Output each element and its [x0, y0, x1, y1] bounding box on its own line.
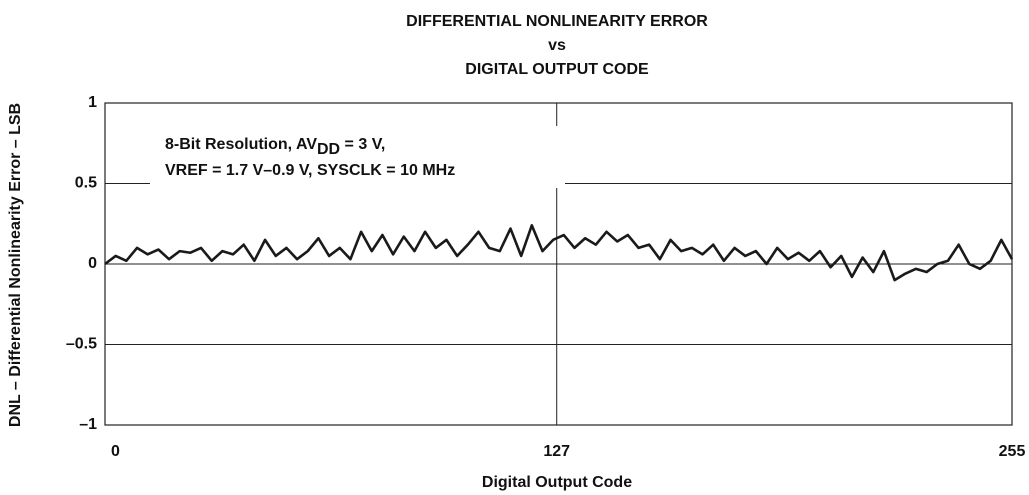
chart-title: DIFFERENTIAL NONLINEARITY ERROR: [406, 13, 708, 30]
y-tick-label: 0.5: [75, 175, 97, 192]
x-tick-label: 127: [543, 443, 570, 460]
y-tick-label: –0.5: [66, 336, 97, 353]
y-tick-label: 0: [88, 255, 97, 272]
y-tick-label: 1: [88, 94, 97, 111]
x-axis-label: Digital Output Code: [482, 474, 632, 491]
y-tick-label: –1: [79, 416, 97, 433]
y-axis-label: DNL – Differential Nonlinearity Error – …: [7, 103, 24, 427]
annotation-box: [150, 126, 565, 188]
x-tick-label: 255: [999, 443, 1026, 460]
annotation: 8-Bit Resolution, AVDD = 3 V,: [165, 136, 385, 158]
data-line: [104, 224, 1014, 282]
x-tick-label: 0: [111, 443, 120, 460]
annotation-text: = 3 V,: [340, 136, 385, 153]
annotation-subscript: DD: [317, 141, 340, 158]
annotation-text: 8-Bit Resolution, AV: [165, 136, 317, 153]
annotation: VREF = 1.7 V–0.9 V, SYSCLK = 10 MHz: [165, 162, 455, 179]
chart-title: vs: [548, 37, 566, 54]
chart-title: DIGITAL OUTPUT CODE: [465, 61, 649, 78]
